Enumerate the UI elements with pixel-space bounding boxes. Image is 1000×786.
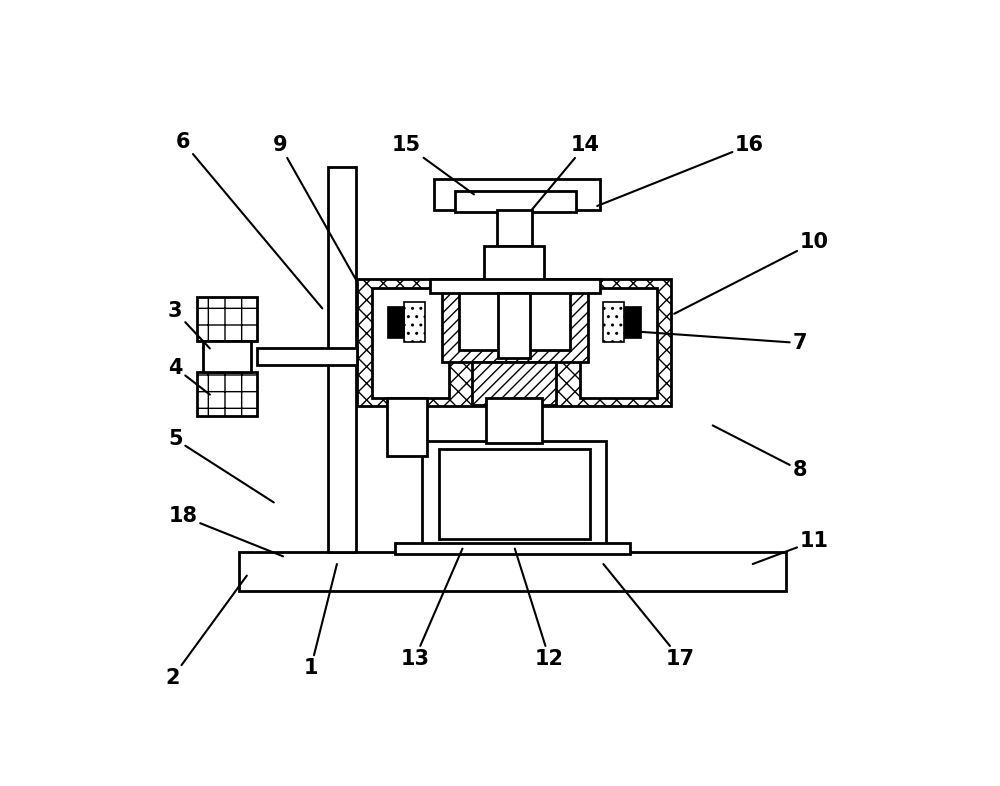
Text: 10: 10 xyxy=(674,232,829,314)
Text: 9: 9 xyxy=(273,135,357,281)
Bar xyxy=(580,288,657,398)
Bar xyxy=(624,306,641,339)
Text: 15: 15 xyxy=(392,135,474,194)
Bar xyxy=(239,553,786,591)
Bar xyxy=(372,288,449,398)
Text: 2: 2 xyxy=(165,575,247,688)
Bar xyxy=(498,293,530,358)
Bar xyxy=(197,297,257,341)
Bar xyxy=(434,179,600,210)
Text: 8: 8 xyxy=(713,425,807,480)
Bar xyxy=(422,441,606,553)
Bar xyxy=(430,279,600,293)
Text: 3: 3 xyxy=(168,302,210,348)
Bar xyxy=(357,279,671,406)
Bar xyxy=(328,167,356,553)
Text: 16: 16 xyxy=(597,135,764,206)
Text: 4: 4 xyxy=(168,358,210,395)
Bar xyxy=(472,362,556,405)
Bar xyxy=(257,347,357,365)
Bar xyxy=(497,210,532,246)
Bar xyxy=(603,303,624,342)
Text: 12: 12 xyxy=(515,549,564,669)
Bar xyxy=(387,306,404,339)
Bar xyxy=(486,399,542,443)
Text: 17: 17 xyxy=(603,564,695,669)
Bar xyxy=(455,190,576,212)
Text: 18: 18 xyxy=(168,506,283,556)
Text: 6: 6 xyxy=(176,132,322,308)
Text: 1: 1 xyxy=(304,564,337,678)
Bar xyxy=(395,543,630,554)
Text: 7: 7 xyxy=(636,332,807,353)
Bar xyxy=(442,281,588,362)
Text: 5: 5 xyxy=(168,429,274,502)
Text: 13: 13 xyxy=(400,549,462,669)
Bar xyxy=(484,246,544,283)
Bar xyxy=(404,303,425,342)
Bar xyxy=(459,288,570,350)
Bar xyxy=(387,399,427,456)
Bar xyxy=(439,449,590,539)
Text: 14: 14 xyxy=(532,135,600,210)
Bar xyxy=(197,372,257,416)
Text: 11: 11 xyxy=(753,531,829,564)
Bar xyxy=(203,341,251,372)
